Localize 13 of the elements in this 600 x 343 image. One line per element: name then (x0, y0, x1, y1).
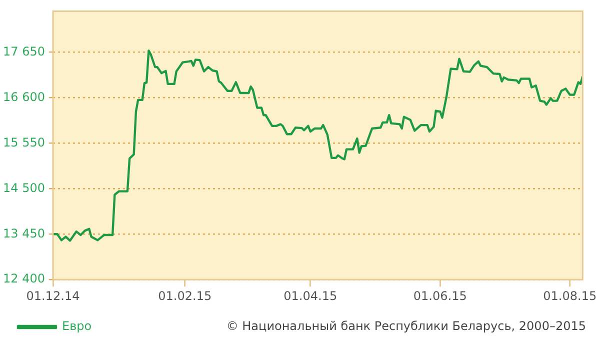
legend-label: Евро (62, 319, 92, 334)
x-tick-label: 01.04.15 (284, 288, 338, 303)
text: © Национальный банк Республики Беларусь, 2000–2015 (226, 319, 586, 333)
x-tick-label: 01.08.15 (543, 288, 597, 303)
y-tick-label: 13 450 (3, 226, 45, 240)
y-tick-label: 16 600 (3, 90, 45, 104)
y-tick-label: 12 400 (3, 272, 45, 286)
y-tick-label: 17 650 (3, 44, 45, 58)
x-tick-label: 01.02.15 (158, 288, 212, 303)
y-tick-label: 15 550 (3, 135, 45, 150)
x-tick-label: 01.12.14 (26, 288, 80, 303)
y-tick-label: 14 500 (3, 180, 45, 195)
x-tick-label: 01.06.15 (413, 288, 467, 303)
